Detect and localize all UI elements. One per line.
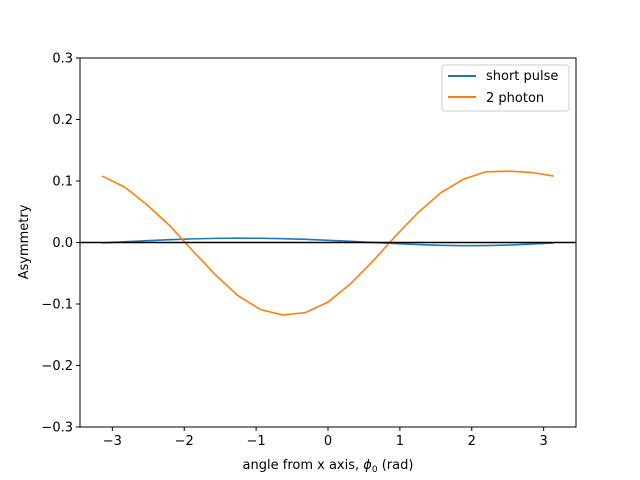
series-line-short-pulse [102, 237, 554, 247]
series-group [80, 170, 576, 316]
x-axis-label-unit: (rad) [378, 458, 414, 473]
y-tick-label: −0.3 [41, 421, 73, 436]
x-tick-label: 2 [468, 434, 476, 449]
x-axis-label: angle from x axis, ϕ0 (rad) [243, 458, 414, 475]
y-tick-label: 0.3 [52, 52, 73, 67]
x-tick-label: −2 [175, 434, 194, 449]
legend: short pulse 2 photon [441, 64, 570, 112]
ticks-group: −3 −2 −1 0 1 2 3 −0.3 −0.2 −0.1 0.0 0.1 0.2 0.3 [41, 52, 547, 450]
y-tick-label: −0.1 [41, 298, 73, 313]
plot-frame [79, 57, 577, 428]
x-tick-label: 1 [396, 434, 404, 449]
x-tick-label: 3 [540, 434, 548, 449]
y-tick-label: 0.1 [52, 175, 73, 190]
y-axis-label: Asymmetry [17, 204, 32, 279]
series-line-2-photon [101, 170, 554, 316]
y-tick-label: 0.0 [52, 236, 73, 251]
x-axis-label-text: angle from x axis, [243, 458, 364, 473]
legend-label-short-pulse: short pulse [486, 69, 558, 84]
x-axis-label-symbol: ϕ [363, 458, 372, 473]
x-tick-label: −1 [247, 434, 266, 449]
y-tick-label: 0.2 [52, 113, 73, 128]
y-tick-label: −0.2 [41, 359, 73, 374]
legend-label-2-photon: 2 photon [486, 91, 544, 106]
x-tick-label: 0 [324, 434, 332, 449]
x-tick-label: −3 [103, 434, 122, 449]
x-axis-label-subscript: 0 [372, 465, 378, 475]
